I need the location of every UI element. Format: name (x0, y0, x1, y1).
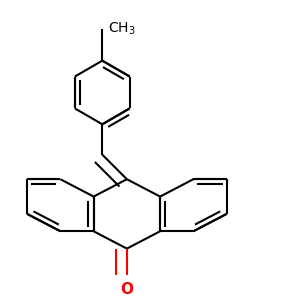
Text: CH$_3$: CH$_3$ (108, 21, 136, 37)
Text: O: O (120, 282, 134, 297)
